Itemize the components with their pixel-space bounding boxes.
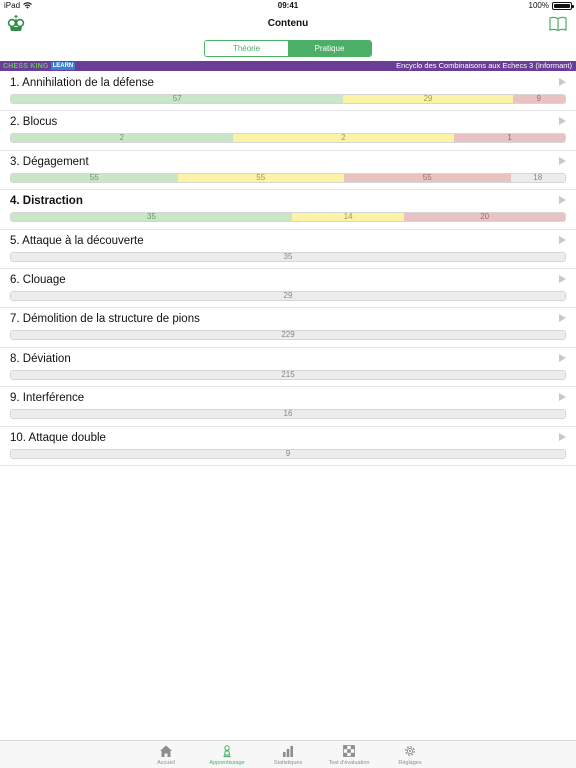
unsolved-segment: 35 [11, 252, 565, 261]
partial-segment: 14 [292, 213, 405, 222]
segment-practice[interactable]: Pratique [288, 41, 371, 56]
unsolved-segment: 9 [11, 449, 565, 458]
topic-list: 1. Annihilation de la défense 57 29 9 2. Blo… [0, 72, 576, 466]
clock: 09:41 [277, 1, 299, 10]
navigation-bar: Contenu [0, 12, 576, 38]
disclosure-arrow-icon [559, 314, 566, 323]
progress-bar: 35 [10, 251, 566, 262]
progress-bar: 9 [10, 448, 566, 459]
topic-label: 6. Clouage [10, 273, 66, 286]
home-icon [160, 745, 172, 757]
brand-name: CHESS KING [3, 62, 49, 70]
topic-row[interactable]: 8. Déviation 215 [0, 348, 576, 388]
unsolved-segment: 215 [11, 370, 565, 379]
topic-row[interactable]: 7. Démolition de la structure de pions 22… [0, 308, 576, 348]
theory-practice-segment: Théorie Pratique [204, 40, 372, 57]
progress-bar: 57 29 9 [10, 94, 566, 104]
solved-segment: 57 [11, 95, 344, 103]
disclosure-arrow-icon [559, 196, 566, 205]
disclosure-arrow-icon [559, 78, 566, 86]
partial-segment: 2 [232, 134, 455, 143]
bar-chart-icon [283, 746, 293, 757]
disclosure-arrow-icon [559, 274, 566, 283]
solved-segment: 35 [11, 213, 292, 222]
progress-bar: 55 55 55 18 [10, 172, 566, 183]
topic-row[interactable]: 1. Annihilation de la défense 57 29 9 [0, 72, 576, 112]
unsolved-segment: 229 [11, 331, 565, 340]
disclosure-arrow-icon [559, 235, 566, 244]
failed-segment: 20 [404, 213, 565, 222]
progress-bar: 16 [10, 409, 566, 420]
partial-segment: 29 [343, 95, 513, 103]
chess-king-learn-logo: CHESS KING LEARN [3, 61, 76, 71]
tab-label: Accueil [157, 760, 175, 766]
disclosure-arrow-icon [559, 393, 566, 402]
topic-label: 4. Distraction [10, 195, 83, 208]
device-label: iPad [4, 1, 21, 10]
topic-row[interactable]: 4. Distraction 35 14 20 [0, 190, 576, 230]
partial-segment: 55 [177, 173, 344, 182]
disclosure-arrow-icon [559, 353, 566, 362]
course-title: Encyclo des Combinaisons aux Echecs 3 (I… [396, 61, 572, 70]
topic-label: 5. Attaque à la découverte [10, 234, 144, 247]
page-title: Contenu [267, 18, 309, 29]
tab-label: Réglages [398, 760, 422, 766]
battery-icon [552, 1, 574, 10]
learn-badge: LEARN [50, 62, 76, 70]
unsolved-segment: 18 [510, 173, 565, 182]
failed-segment: 55 [344, 173, 511, 182]
unsolved-segment: 16 [11, 410, 565, 419]
topic-label: 8. Déviation [10, 352, 71, 365]
topic-row[interactable]: 5. Attaque à la découverte 35 [0, 230, 576, 269]
progress-bar: 29 [10, 290, 566, 301]
disclosure-arrow-icon [559, 156, 566, 165]
topic-label: 10. Attaque double [10, 431, 106, 444]
tab-label: Statistiques [273, 760, 303, 766]
battery-percent: 100% [528, 1, 549, 10]
gear-icon [405, 746, 415, 756]
tab-chessboard[interactable]: Test d'évaluation [319, 741, 380, 768]
topic-row[interactable]: 2. Blocus 2 2 1 [0, 111, 576, 151]
segment-theory[interactable]: Théorie [205, 41, 288, 56]
tab-pawn[interactable]: Apprentissage [197, 741, 258, 768]
tab-gear[interactable]: Réglages [380, 741, 441, 768]
disclosure-arrow-icon [559, 117, 566, 126]
topic-row[interactable]: 10. Attaque double 9 [0, 427, 576, 466]
failed-segment: 9 [512, 95, 565, 103]
tab-bar: Accueil Apprentissage Statistiques Test d'é… [0, 740, 576, 768]
solved-segment: 55 [11, 173, 178, 182]
solved-segment: 2 [11, 134, 233, 143]
tab-label: Test d'évaluation [328, 760, 370, 766]
topic-label: 7. Démolition de la structure de pions [10, 313, 200, 326]
topic-row[interactable]: 9. Interférence 16 [0, 387, 576, 427]
wifi-icon [23, 2, 32, 9]
progress-bar: 229 [10, 330, 566, 341]
unsolved-segment: 29 [11, 291, 565, 300]
failed-segment: 1 [454, 134, 565, 143]
tab-home[interactable]: Accueil [136, 741, 197, 768]
progress-bar: 35 14 20 [10, 212, 566, 223]
chess-king-logo-icon[interactable] [6, 14, 26, 34]
tab-label: Apprentissage [209, 760, 245, 766]
topic-label: 1. Annihilation de la défense [10, 77, 154, 89]
topic-label: 2. Blocus [10, 116, 58, 129]
topic-label: 9. Interférence [10, 392, 85, 405]
topic-label: 3. Dégagement [10, 155, 89, 168]
topic-row[interactable]: 6. Clouage 29 [0, 269, 576, 309]
disclosure-arrow-icon [559, 432, 566, 441]
pawn-icon [223, 745, 231, 758]
status-bar: iPad 09:41 100% [0, 0, 576, 12]
course-banner: CHESS KING LEARN Encyclo des Combinaison… [0, 61, 576, 71]
tab-bar-chart[interactable]: Statistiques [258, 741, 319, 768]
topic-row[interactable]: 3. Dégagement 55 55 55 18 [0, 151, 576, 191]
book-icon[interactable] [549, 16, 567, 32]
chessboard-icon [343, 745, 355, 757]
progress-bar: 215 [10, 369, 566, 380]
